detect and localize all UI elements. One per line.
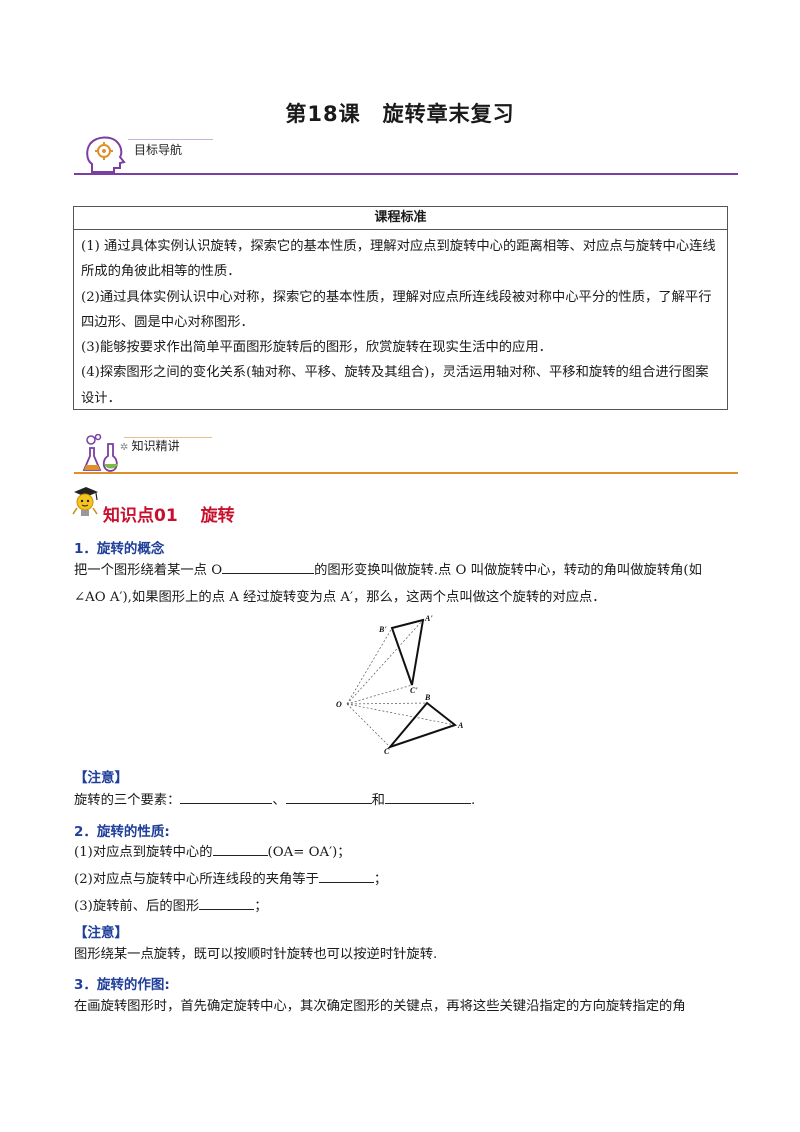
- blank-1: [222, 559, 315, 574]
- concept-line-1: 把一个图形绕着某一点 O 的图形变换叫做旋转.点 O 叫做旋转中心，转动的角叫做旋…: [74, 557, 734, 584]
- concept-line-2: ∠AO A′),如果图形上的点 A 经过旋转变为点 A′，那么，这两个点叫做这个…: [74, 590, 606, 605]
- label-C: C: [384, 747, 390, 756]
- label-A: A: [457, 721, 464, 730]
- page-title: 第18课 旋转章末复习: [285, 102, 515, 126]
- heading-rotation-drawing: 3．旋转的作图:: [74, 977, 170, 993]
- sparkle-icon: ✲: [120, 442, 132, 453]
- goal-nav-label: 目标导航: [134, 143, 183, 157]
- label-B1: B': [378, 625, 387, 634]
- label-C1: C': [410, 686, 418, 695]
- three-elements-line: 旋转的三个要素：、和.: [74, 787, 734, 814]
- property-3: (3)旋转前、后的图形；: [74, 893, 734, 920]
- rotation-drawing-paragraph: 在画旋转图形时，首先确定旋转中心，其次确定图形的关键点，再将这些关键沿指定的方向…: [74, 999, 686, 1014]
- standard-item-2: (2)通过具体实例认识中心对称，探索它的基本性质，理解对应点所连线段被对称中心平…: [81, 289, 712, 330]
- heading-rotation-properties: 2．旋转的性质:: [74, 824, 170, 840]
- note-2-text: 图形绕某一点旋转，既可以按顺时针旋转也可以按逆时针旋转.: [74, 947, 438, 962]
- property-2: (2)对应点与旋转中心所连线段的夹角等于；: [74, 866, 734, 893]
- property-1: (1)对应点到旋转中心的 (OA= OA′)；: [74, 839, 734, 866]
- label-O: O: [336, 700, 342, 709]
- blank-element-2: [285, 789, 372, 804]
- knowledge-point-title: 知识点01 旋转: [103, 506, 235, 526]
- bulb-icon: [68, 484, 102, 520]
- blank-element-1: [180, 789, 273, 804]
- standard-item-4: (4)探索图形之间的变化关系(轴对称、平移、旋转及其组合)，灵活运用轴对称、平移…: [81, 365, 709, 406]
- label-A1: A': [424, 614, 433, 623]
- rotation-figure: O A B C A' B' C': [330, 612, 480, 761]
- standard-item-1: (1) 通过具体实例认识旋转，探索它的基本性质，理解对应点到旋转中心的距离相等、…: [81, 239, 716, 280]
- heading-rotation-concept: 1．旋转的概念: [74, 541, 165, 557]
- knowledge-top-rule: [124, 437, 212, 438]
- blank-element-3: [384, 789, 471, 804]
- goal-nav-divider: [74, 173, 738, 175]
- course-standard-box: 课程标准 (1) 通过具体实例认识旋转，探索它的基本性质，理解对应点到旋转中心的…: [73, 206, 728, 410]
- rotation-concept-paragraph: 把一个图形绕着某一点 O 的图形变换叫做旋转.点 O 叫做旋转中心，转动的角叫做旋…: [74, 557, 734, 611]
- label-B: B: [424, 693, 431, 702]
- knowledge-label: ✲ 知识精讲: [120, 439, 180, 453]
- note-label-2: 【注意】: [74, 925, 128, 941]
- knowledge-divider: [74, 472, 738, 474]
- flask-icon: [82, 433, 124, 474]
- note-label-1: 【注意】: [74, 770, 128, 786]
- goal-nav-icon: [84, 134, 128, 174]
- blank-prop-3: [199, 895, 255, 910]
- standard-item-3: (3)能够按要求作出简单平面图形旋转后的图形，欣赏旋转在现实生活中的应用．: [81, 340, 552, 356]
- course-standard-body: (1) 通过具体实例认识旋转，探索它的基本性质，理解对应点到旋转中心的距离相等、…: [74, 230, 727, 411]
- blank-prop-1: [212, 841, 268, 856]
- course-standard-heading: 课程标准: [74, 207, 727, 230]
- blank-prop-2: [318, 868, 374, 883]
- goal-nav-top-rule: [128, 139, 213, 140]
